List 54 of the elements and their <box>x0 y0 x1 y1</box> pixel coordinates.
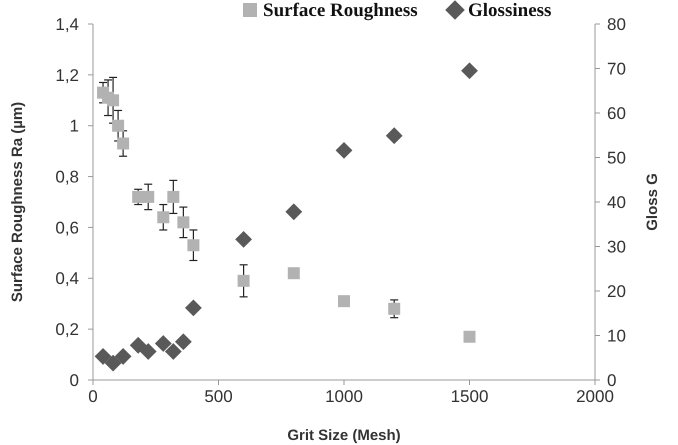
x-tick-label: 1000 <box>325 387 363 406</box>
point <box>187 239 200 252</box>
point <box>338 295 350 308</box>
x-tick-label: 1500 <box>450 387 488 406</box>
point <box>104 354 122 372</box>
y2-tick-label: 70 <box>607 59 626 78</box>
legend-label: Glossiness <box>468 0 552 21</box>
y-tick-label: 0,6 <box>55 218 79 238</box>
point <box>174 333 192 350</box>
point <box>285 203 302 220</box>
point <box>238 274 250 287</box>
y-tick-label: 0 <box>70 370 79 390</box>
point <box>388 302 400 315</box>
y2-axis-title: Gloss G <box>644 173 661 231</box>
point <box>464 330 476 343</box>
point <box>142 190 154 203</box>
y2-tick-label: 20 <box>607 282 626 301</box>
y-tick-label: 0,2 <box>55 320 79 340</box>
y2-tick-label: 40 <box>607 192 626 212</box>
y2-tick-label: 10 <box>607 326 626 346</box>
point <box>140 343 157 360</box>
point <box>154 335 172 352</box>
point <box>185 300 202 316</box>
y-tick-label: 0,4 <box>55 269 79 288</box>
y-axis-title: Surface Roughness Ra (µm) <box>9 102 26 302</box>
x-tick-label: 500 <box>204 387 233 406</box>
point <box>94 348 112 365</box>
point <box>112 120 124 132</box>
point <box>117 138 130 150</box>
point <box>461 62 478 80</box>
y-tick-label: 1,4 <box>55 14 79 34</box>
x-tick-label: 2000 <box>576 387 614 406</box>
x-axis-title: Grit Size (Mesh) <box>287 427 401 444</box>
point <box>107 94 120 106</box>
point <box>130 336 147 354</box>
y2-tick-label: 30 <box>607 237 626 256</box>
y2-tick-label: 80 <box>607 14 626 34</box>
point <box>288 267 300 280</box>
point <box>336 142 352 159</box>
point <box>164 343 182 360</box>
y2-tick-label: 0 <box>607 370 616 390</box>
point <box>167 190 180 203</box>
x-tick-label: 0 <box>88 387 98 406</box>
legend-label: Surface Roughness <box>263 0 418 21</box>
point <box>177 216 190 228</box>
point <box>235 230 252 248</box>
y2-tick-label: 60 <box>607 104 626 123</box>
y-tick-label: 1,2 <box>55 66 79 85</box>
point <box>386 127 403 144</box>
y-tick-label: 0,8 <box>55 168 79 187</box>
point <box>157 211 170 224</box>
y2-tick-label: 50 <box>607 148 626 168</box>
point <box>114 348 132 365</box>
y-tick-label: 1 <box>70 116 79 136</box>
